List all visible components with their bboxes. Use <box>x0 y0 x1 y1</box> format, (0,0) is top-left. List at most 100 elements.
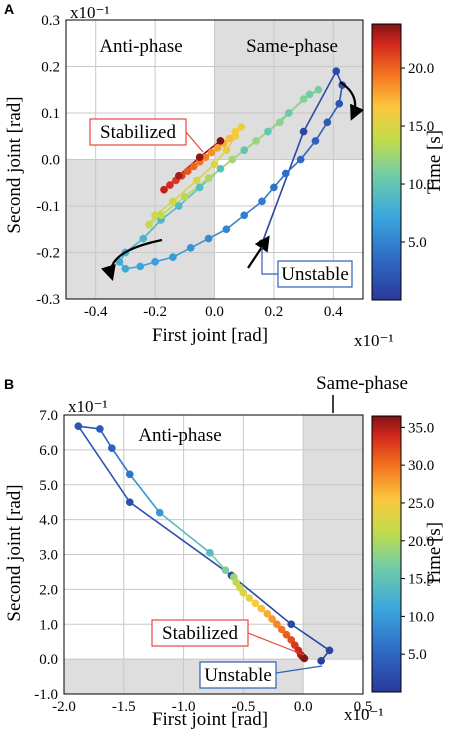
trajectory-segment <box>111 447 131 475</box>
data-point <box>251 599 260 608</box>
data-point <box>169 253 177 261</box>
y-tick-label: 1.0 <box>39 617 58 633</box>
colorbar-tick-label: 25.0 <box>408 496 434 512</box>
y-axis-title: Second joint [rad] <box>4 484 25 621</box>
data-point <box>180 192 189 201</box>
annotation-box-unstable <box>277 260 353 288</box>
data-point <box>282 630 291 639</box>
data-point <box>264 127 272 136</box>
plot-frame <box>65 19 364 300</box>
data-point <box>237 123 246 131</box>
data-point <box>96 425 104 433</box>
trajectory-segment <box>178 186 201 207</box>
trajectory-segment <box>129 473 161 514</box>
colorbar-tick-label: 20.0 <box>408 61 434 77</box>
data-point <box>145 220 154 229</box>
data-point <box>183 167 192 175</box>
data-point <box>136 262 145 271</box>
colorbar-tick-label: 15.0 <box>408 572 434 588</box>
y-tick-label: 7.0 <box>39 408 58 424</box>
colorbar-tick-label: 35.0 <box>408 420 434 436</box>
data-point <box>107 444 116 452</box>
colorbar-tick-label: 5.0 <box>408 647 427 663</box>
x-tick-label: -0.4 <box>84 304 108 320</box>
data-point <box>281 169 290 178</box>
trajectory-segment <box>196 163 216 182</box>
data-point <box>314 85 323 94</box>
colorbar-tick-label: 10.0 <box>408 609 434 625</box>
x-tick-label: 0.4 <box>324 304 343 320</box>
annotation-box-stabilized <box>151 619 249 647</box>
trajectory-segment <box>142 219 162 240</box>
colorbar <box>371 23 402 301</box>
colorbar-label: Time [s] <box>424 522 445 586</box>
data-point <box>277 625 286 634</box>
data-point <box>155 508 164 517</box>
direction-arrow <box>339 81 365 121</box>
panel-a-plot: -0.4 -0.2 0.0 0.2 0.4 -0.3 -0.2 -0.1 0.0 0.1 0.2 0.… <box>4 3 445 350</box>
panel-a-label: A <box>4 1 14 17</box>
data-point <box>175 202 183 210</box>
region-label-anti-phase: Anti-phase <box>138 425 221 446</box>
data-point <box>228 155 237 164</box>
data-point <box>323 118 332 127</box>
data-point <box>268 615 276 623</box>
data-point <box>206 548 214 557</box>
region-label-same-phase: Same-phase <box>246 36 338 57</box>
trajectory-segment <box>261 131 305 244</box>
data-point <box>210 160 219 168</box>
data-point <box>195 153 204 162</box>
direction-arrow <box>247 235 270 269</box>
y-scale-label: x10⁻¹ <box>70 3 110 22</box>
data-point <box>299 95 308 103</box>
data-point <box>257 604 266 613</box>
data-point <box>332 67 341 76</box>
data-point <box>115 257 124 266</box>
annotation-unstable: Unstable <box>204 665 272 686</box>
data-point <box>207 148 216 157</box>
data-point <box>275 118 284 127</box>
data-point <box>225 134 234 143</box>
x-axis-title: First joint [rad] <box>152 325 268 346</box>
x-tick-label: -1.5 <box>112 699 136 715</box>
trajectory-segment <box>230 574 292 625</box>
x-tick-label: 0.0 <box>294 699 313 715</box>
y-tick-label: 4.0 <box>39 513 58 529</box>
annotation-leader-stabilized <box>247 632 305 656</box>
data-point <box>231 127 240 136</box>
data-point <box>258 197 266 206</box>
trajectory-segment <box>77 425 131 503</box>
data-point <box>239 589 248 597</box>
annotation-leader-unstable <box>261 247 278 275</box>
colorbar-tick-label: 10.0 <box>408 177 434 193</box>
data-point <box>317 657 325 665</box>
direction-arrow <box>101 238 163 281</box>
data-point <box>166 181 174 189</box>
data-point <box>139 234 148 243</box>
x-tick-label: -0.2 <box>143 304 167 320</box>
data-point <box>221 566 230 575</box>
same-phase-region-top-right <box>214 20 363 160</box>
trajectory-segment <box>159 512 211 554</box>
data-point <box>240 146 249 155</box>
panel-b-label: B <box>4 376 14 392</box>
data-point <box>169 197 177 206</box>
data-point <box>263 609 272 618</box>
data-point <box>252 137 260 145</box>
data-point <box>325 646 334 655</box>
x-axis-title: First joint [rad] <box>152 709 268 730</box>
data-point <box>311 137 320 145</box>
data-point <box>287 636 296 644</box>
y-tick-label: 0.1 <box>41 106 60 122</box>
data-point <box>125 470 134 479</box>
data-point <box>195 183 204 192</box>
data-point <box>74 422 83 431</box>
colorbar-tick-label: 20.0 <box>408 534 434 550</box>
x-tick-label: 0.0 <box>205 304 224 320</box>
data-point <box>213 144 222 152</box>
colorbar-tick-label: 15.0 <box>408 119 434 135</box>
y-tick-label: -0.3 <box>36 292 60 308</box>
trajectory-segment <box>209 552 227 571</box>
data-point <box>189 162 198 171</box>
data-point <box>222 146 231 155</box>
